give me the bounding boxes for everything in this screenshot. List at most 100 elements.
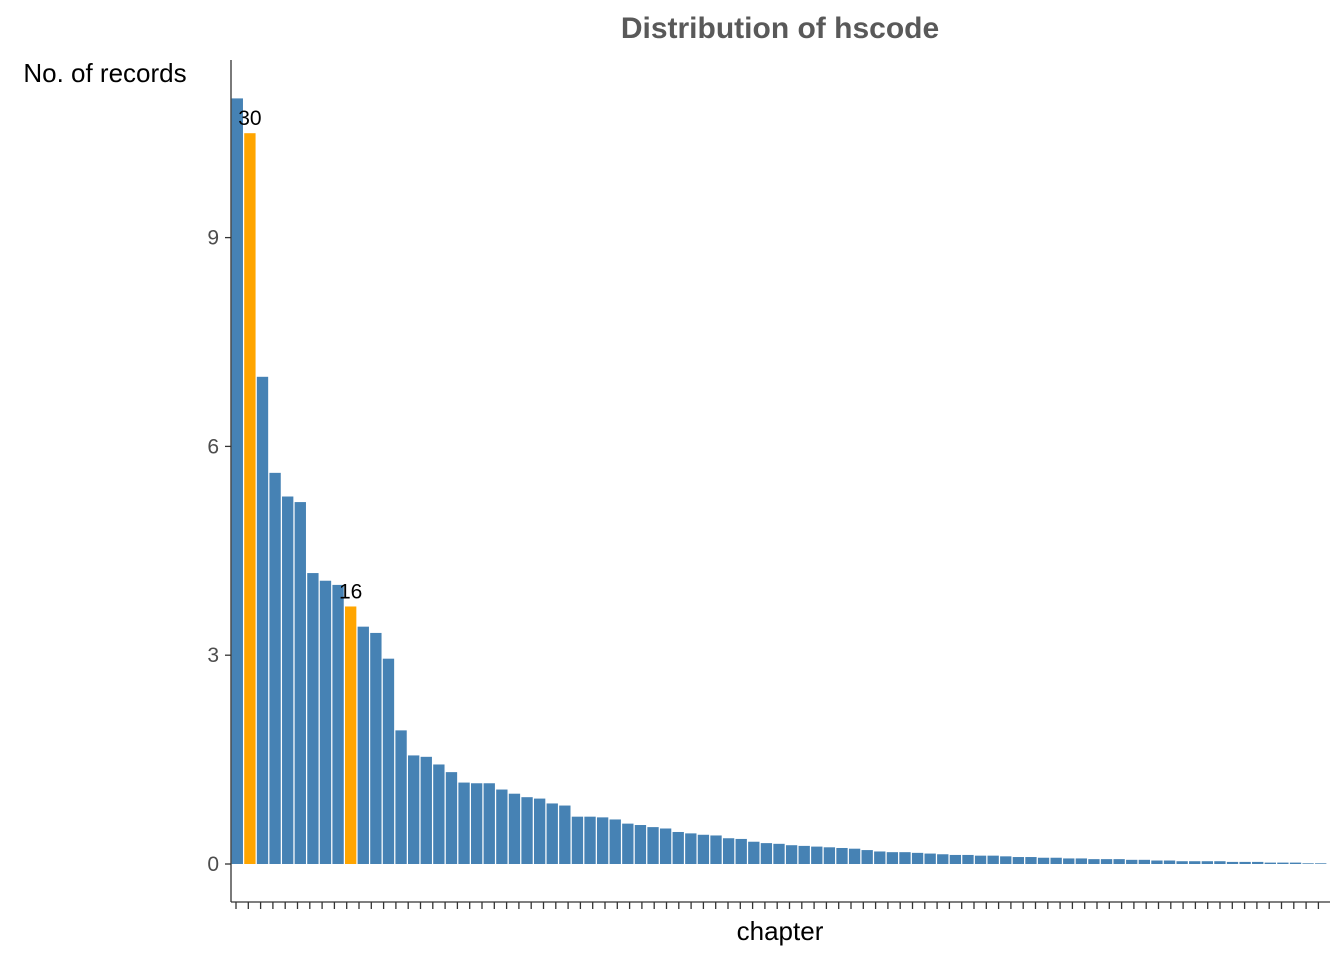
bar <box>1214 861 1226 864</box>
bar <box>1189 861 1201 864</box>
bar <box>445 772 458 864</box>
bar <box>937 854 949 864</box>
bar <box>1126 859 1138 864</box>
bar <box>811 846 823 864</box>
bar <box>609 819 621 864</box>
bar <box>408 755 420 864</box>
bar <box>760 843 773 864</box>
bar <box>559 805 571 864</box>
bar <box>685 833 697 864</box>
bar <box>949 854 962 864</box>
bar <box>332 584 344 864</box>
bar <box>647 827 659 864</box>
bar <box>269 472 281 864</box>
bar <box>1113 859 1125 864</box>
bar <box>722 838 735 864</box>
bar <box>710 835 722 864</box>
bar-value-label: 16 <box>339 580 362 603</box>
bar <box>1088 859 1100 864</box>
bar <box>596 817 609 864</box>
bar <box>382 658 395 864</box>
bar-labels-group: 30 16 <box>238 107 362 603</box>
bar <box>1176 861 1188 864</box>
bar <box>1138 859 1150 864</box>
x-axis-title: chapter <box>737 916 824 946</box>
bar <box>1239 861 1251 864</box>
bar <box>659 828 672 864</box>
bar <box>231 98 243 864</box>
bar <box>924 853 936 864</box>
chart-title: Distribution of hscode <box>621 12 939 45</box>
bar <box>496 789 508 864</box>
bar <box>458 782 470 864</box>
bar <box>395 730 407 864</box>
bar <box>483 783 495 864</box>
bar <box>470 783 483 864</box>
bar <box>1315 863 1327 864</box>
bar <box>1000 856 1012 864</box>
bar <box>1050 857 1062 864</box>
bar <box>319 580 332 864</box>
bar <box>823 847 836 864</box>
bar <box>294 502 306 864</box>
bar <box>307 573 319 864</box>
y-axis-title: No. of records <box>23 58 186 88</box>
bar <box>357 626 369 864</box>
bar <box>571 816 584 864</box>
bar <box>672 831 684 864</box>
bar <box>282 496 294 864</box>
bar <box>1075 858 1088 864</box>
y-tick-label: 0 <box>207 853 219 876</box>
y-tick-label: 6 <box>207 435 219 458</box>
bar <box>508 793 521 864</box>
bar <box>848 848 861 864</box>
bar <box>1025 857 1037 864</box>
bar <box>1252 861 1264 864</box>
bar <box>1277 862 1289 864</box>
bar <box>420 756 432 864</box>
bar <box>634 825 647 864</box>
bar <box>1264 862 1276 864</box>
bar <box>1037 857 1050 864</box>
bar <box>370 632 382 864</box>
x-axis <box>231 901 1330 909</box>
bar <box>748 841 760 864</box>
bar <box>836 847 848 864</box>
y-tick-label: 3 <box>207 644 219 667</box>
bars-group <box>231 98 1327 864</box>
bar <box>974 855 987 864</box>
bar <box>697 834 710 864</box>
bar <box>1063 858 1075 864</box>
bar <box>1012 857 1025 864</box>
bar <box>1151 860 1163 864</box>
bar <box>987 855 999 864</box>
bar <box>798 845 810 864</box>
bar <box>773 843 785 864</box>
bar <box>546 803 558 864</box>
bar <box>735 838 747 864</box>
bar <box>1163 860 1176 864</box>
bar <box>785 845 798 864</box>
bar <box>256 376 269 864</box>
bar-highlighted <box>244 133 256 864</box>
bar-value-label: 30 <box>238 107 261 130</box>
bar <box>533 798 546 864</box>
y-tick-label: 9 <box>207 227 219 250</box>
bar <box>962 854 974 864</box>
bar <box>861 850 873 864</box>
bar <box>1289 862 1302 864</box>
bar <box>521 797 533 864</box>
bar-highlighted <box>345 606 357 864</box>
y-axis: 0 3 6 9 <box>207 60 232 902</box>
bar <box>1226 861 1239 864</box>
bar <box>911 852 924 864</box>
bar <box>622 823 634 864</box>
bar <box>584 816 596 864</box>
bar <box>886 852 899 864</box>
bar <box>899 852 911 864</box>
bar <box>1302 863 1314 864</box>
bar <box>433 764 445 864</box>
bar <box>874 851 886 864</box>
bar <box>1100 859 1113 864</box>
